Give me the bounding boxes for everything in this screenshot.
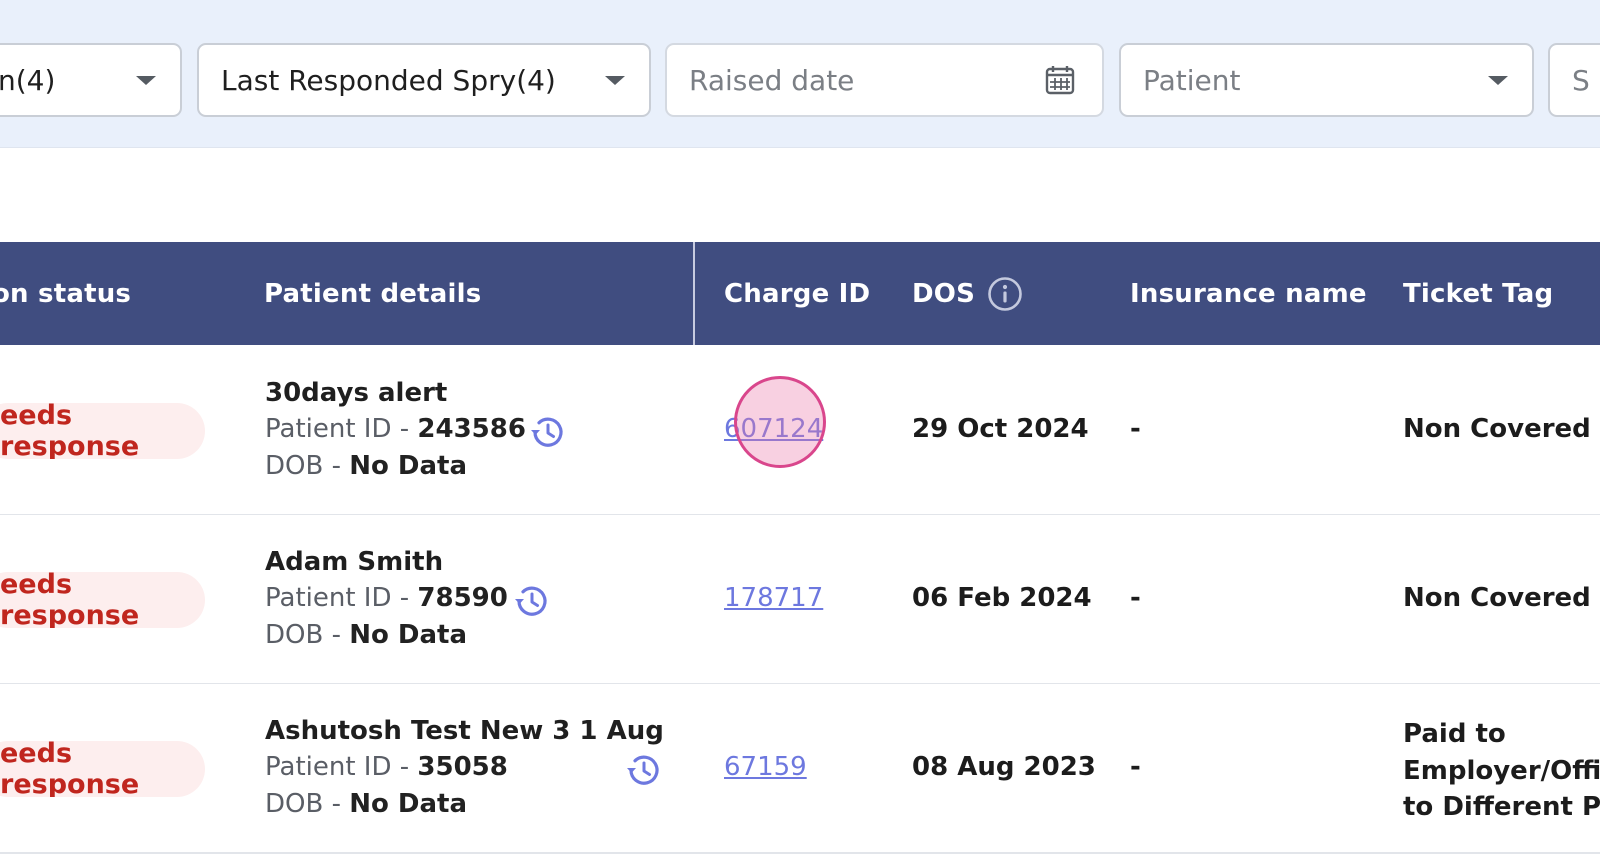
patient-id-label: Patient ID - [265,583,418,613]
status-filter-dropdown[interactable]: n(4) [0,43,182,117]
chevron-down-icon [136,76,156,85]
table-row[interactable]: eeds response 30days alert Patient ID - … [0,346,1600,516]
calendar-icon[interactable] [1044,64,1076,103]
dob-label: DOB - [265,451,350,481]
dob-value: No Data [349,451,468,481]
patient-filter-placeholder: Patient [1143,63,1241,97]
header-ticket-tag: Ticket Tag [1403,278,1554,309]
header-dos: DOS [912,242,1023,345]
insurance-name-value: - [1130,752,1141,782]
column-divider[interactable] [693,242,695,345]
charge-id-link[interactable]: 178717 [724,583,824,613]
header-dos-label: DOS [912,278,976,309]
table-row[interactable]: eeds response Adam Smith Patient ID - 78… [0,515,1600,685]
ticket-tag-value: Non Covered [1403,414,1591,444]
header-status: on status [0,278,132,309]
insurance-name-value: - [1130,414,1141,444]
raised-date-placeholder: Raised date [689,63,855,97]
patient-filter-dropdown[interactable]: Patient [1119,43,1534,117]
last-responded-filter-value: Last Responded Spry(4) [221,63,556,97]
ticket-tag-value: Paid to Employer/Office to Different P [1403,719,1600,822]
table-row[interactable]: eeds response Ashutosh Test New 3 1 Aug … [0,684,1600,854]
ticket-tag-value: Non Covered [1403,583,1591,613]
patient-id-label: Patient ID - [265,414,418,444]
patient-dob: DOB - No Data [265,451,467,481]
dob-value: No Data [349,620,468,650]
dos-value: 08 Aug 2023 [912,752,1096,782]
chevron-down-icon [605,76,625,85]
history-icon[interactable] [624,752,664,792]
patient-id-value: 78590 [417,583,508,613]
chevron-down-icon [1488,76,1508,85]
status-badge: eeds response [0,741,205,797]
history-icon[interactable] [512,583,552,623]
patient-id-value: 35058 [417,752,508,782]
dob-label: DOB - [265,620,350,650]
insurance-name-value: - [1130,583,1141,613]
dob-label: DOB - [265,789,350,819]
table-header: on status Patient details Charge ID DOS … [0,242,1600,345]
patient-dob: DOB - No Data [265,620,467,650]
patient-name: 30days alert [265,378,448,408]
patient-id-value: 243586 [417,414,526,444]
patient-id-label: Patient ID - [265,752,418,782]
next-filter-dropdown[interactable]: S [1548,43,1600,117]
patient-id: Patient ID - 35058 [265,752,508,782]
patient-name: Ashutosh Test New 3 1 Aug [265,716,664,746]
raised-date-filter[interactable]: Raised date [665,43,1104,117]
status-filter-value: n(4) [0,63,56,97]
dos-value: 29 Oct 2024 [912,414,1089,444]
filter-bar: n(4) Last Responded Spry(4) Raised date … [0,0,1600,148]
history-icon[interactable] [528,414,568,454]
header-charge-id: Charge ID [724,278,871,309]
header-insurance-name: Insurance name [1130,278,1367,309]
header-patient-details: Patient details [264,278,482,309]
patient-id: Patient ID - 78590 [265,583,508,613]
status-badge: eeds response [0,403,205,459]
status-badge: eeds response [0,572,205,628]
info-icon[interactable] [987,276,1023,312]
patient-name: Adam Smith [265,547,444,577]
patient-id: Patient ID - 243586 [265,414,526,444]
dos-value: 06 Feb 2024 [912,583,1092,613]
charge-id-link[interactable]: 67159 [724,752,807,782]
last-responded-filter-dropdown[interactable]: Last Responded Spry(4) [197,43,651,117]
patient-dob: DOB - No Data [265,789,467,819]
charge-id-link[interactable]: 607124 [724,414,824,444]
next-filter-placeholder: S [1572,63,1590,97]
dob-value: No Data [349,789,468,819]
